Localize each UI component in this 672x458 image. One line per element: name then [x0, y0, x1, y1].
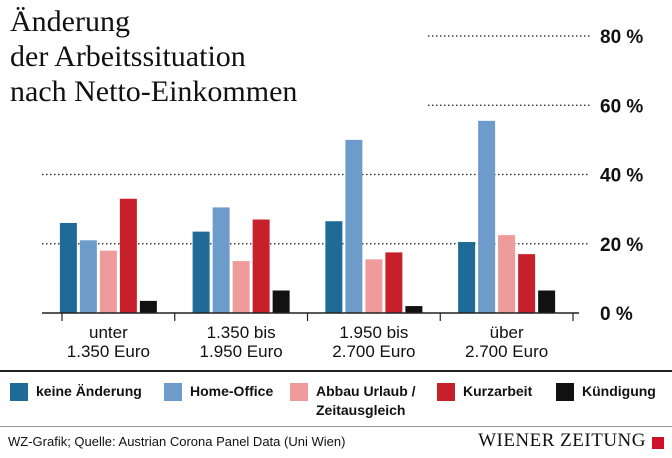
legend-label-kurzarbeit: Kurzarbeit — [463, 383, 533, 399]
y-tick-label-40: 40 % — [600, 166, 643, 187]
legend-item-kuendigung: Kündigung — [556, 382, 656, 401]
y-tick-label-60: 60 % — [600, 96, 643, 117]
legend-swatch-keine-aenderung — [10, 383, 28, 401]
y-tick-label-80: 80 % — [600, 27, 643, 48]
x-tick-label-3-line-1: 1.950 bis — [339, 323, 408, 342]
legend-label-abbau-urlaub: Abbau Urlaub / Zeitausgleich — [316, 382, 416, 420]
legend-top-divider — [0, 370, 672, 372]
chart-title: Änderung der Arbeitssituation nach Netto… — [10, 4, 297, 109]
legend-swatch-home-office — [164, 383, 182, 401]
source-note: WZ-Grafik; Quelle: Austrian Corona Panel… — [8, 434, 346, 449]
legend-item-abbau-urlaub: Abbau Urlaub / Zeitausgleich — [290, 382, 416, 420]
bar-5-cat-3 — [405, 306, 423, 313]
x-tick-label-2-line-1: 1.350 bis — [207, 323, 276, 342]
bar-2-cat-2 — [212, 207, 230, 313]
bar-3-cat-2 — [232, 261, 250, 313]
bar-5-cat-1 — [139, 300, 157, 313]
title-line-3: nach Netto-Einkommen — [10, 75, 298, 108]
legend: keine Änderung Home-Office Abbau Urlaub … — [0, 372, 672, 430]
publisher-logo: WIENER ZEITUNG — [478, 430, 646, 451]
title-line-2: der Arbeitssituation — [10, 40, 246, 73]
legend-swatch-kuendigung — [556, 383, 574, 401]
x-tick-label-4-line-2: 2.700 Euro — [465, 342, 548, 361]
logo-square-icon — [652, 437, 664, 449]
legend-label-kuendigung: Kündigung — [582, 383, 656, 399]
legend-label-home-office: Home-Office — [190, 383, 274, 399]
x-tick-label-2-line-2: 1.950 Euro — [200, 342, 283, 361]
bar-2-cat-3 — [345, 139, 363, 313]
legend-label-abbau-urlaub-line-2: Zeitausgleich — [316, 402, 406, 418]
legend-swatch-kurzarbeit — [437, 383, 455, 401]
legend-item-kurzarbeit: Kurzarbeit — [437, 382, 532, 401]
bar-1-cat-2 — [192, 231, 210, 313]
bar-3-cat-3 — [365, 259, 383, 313]
bar-1-cat-4 — [458, 242, 476, 313]
bar-3-cat-1 — [99, 250, 117, 313]
legend-label-abbau-urlaub-line-1: Abbau Urlaub / — [316, 383, 416, 399]
legend-label-keine-aenderung: keine Änderung — [36, 383, 142, 399]
y-tick-label-20: 20 % — [600, 235, 643, 256]
bar-2-cat-1 — [79, 240, 97, 313]
bar-5-cat-2 — [272, 290, 290, 313]
legend-item-keine-aenderung: keine Änderung — [10, 382, 142, 401]
bar-1-cat-3 — [325, 221, 343, 313]
bar-1-cat-1 — [59, 222, 77, 313]
bar-3-cat-4 — [498, 235, 516, 313]
legend-swatch-abbau-urlaub — [290, 383, 308, 401]
bar-4-cat-2 — [252, 219, 270, 313]
title-line-1: Änderung — [10, 5, 130, 38]
x-tick-label-1-line-1: unter — [89, 323, 128, 342]
footer-divider — [0, 426, 672, 427]
bar-5-cat-4 — [538, 290, 556, 313]
bar-4-cat-4 — [518, 254, 536, 313]
y-tick-label-0: 0 % — [600, 304, 633, 325]
bar-4-cat-1 — [119, 198, 137, 313]
x-tick-label-4-line-1: über — [490, 323, 524, 342]
bar-4-cat-3 — [385, 252, 403, 313]
x-tick-label-1-line-2: 1.350 Euro — [67, 342, 150, 361]
legend-item-home-office: Home-Office — [164, 382, 273, 401]
x-tick-label-3-line-2: 2.700 Euro — [332, 342, 415, 361]
bar-2-cat-4 — [478, 120, 496, 313]
